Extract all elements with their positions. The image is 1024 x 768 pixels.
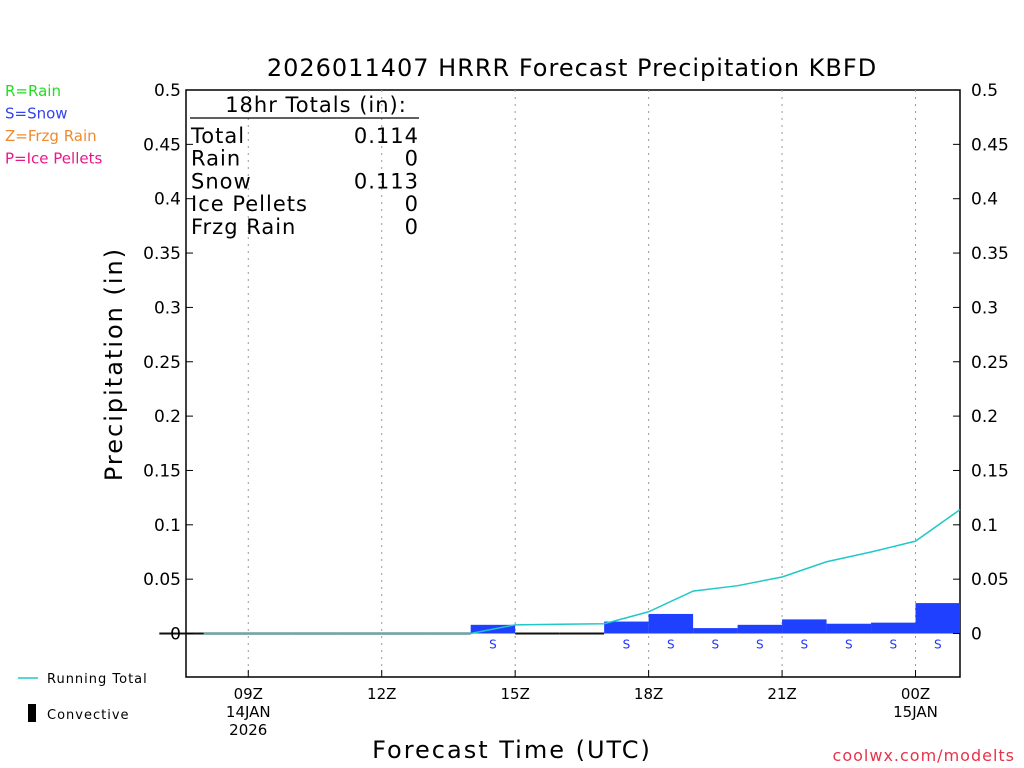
y-tick-label: 0.45	[143, 135, 181, 155]
x-tick-label: 12Z	[367, 685, 396, 703]
totals-row-label: Total	[190, 124, 245, 148]
y-tick-label: 0.1	[154, 516, 181, 536]
y-tick-label: 0.1	[971, 516, 998, 536]
x-tick-label: 14JAN	[226, 703, 271, 721]
precip-bar	[648, 613, 694, 634]
type-legend-item: Z=Frzg Rain	[5, 127, 97, 145]
precip-type-label: S	[756, 638, 764, 652]
precip-bar	[871, 622, 916, 634]
vertical-gridlines	[247, 90, 917, 677]
y-tick-label: 0.15	[143, 461, 181, 481]
precip-bar	[826, 623, 872, 634]
precip-bar	[782, 619, 827, 634]
totals-row-value: 0.113	[354, 169, 419, 193]
x-tick-label: 00Z	[901, 685, 930, 703]
precip-type-label: S	[623, 638, 631, 652]
y-tick-label: 0.2	[154, 407, 181, 427]
y-tick-label: 0	[170, 625, 181, 645]
y-tick-label: 0.2	[971, 407, 998, 427]
precip-type-label: S	[800, 638, 808, 652]
x-tick-label: 21Z	[767, 685, 796, 703]
totals-row-label: Rain	[191, 147, 241, 171]
y-tick-label: 0.4	[971, 190, 998, 210]
y-axis-right: 0.5 0.45 0.4 0.35 0.3 0.25 0.2 0.15 0.1 0.05 0	[953, 81, 1009, 645]
totals-row-value: 0	[405, 192, 419, 216]
totals-row-value: 0	[405, 147, 419, 171]
totals-row-label: Frzg Rain	[191, 215, 296, 239]
precip-type-legend: R=Rain S=Snow Z=Frzg Rain P=Ice Pellets	[5, 82, 102, 168]
precip-bar	[915, 603, 960, 634]
x-tick-label: 2026	[229, 721, 267, 739]
convective-legend-label: Convective	[47, 708, 130, 723]
precip-bar	[737, 624, 783, 634]
y-tick-label: 0.05	[143, 570, 181, 590]
x-tick-label: 15JAN	[893, 703, 938, 721]
y-tick-label: 0.5	[971, 81, 998, 101]
convective-legend-swatch	[28, 704, 36, 722]
precip-bar	[515, 632, 560, 635]
totals-row-label: Ice Pellets	[191, 192, 308, 216]
y-axis-left: 0.5 0.45 0.4 0.35 0.3 0.25 0.2 0.15 0.1 0.05 0	[143, 81, 193, 645]
precip-type-label: S	[667, 638, 675, 652]
x-tick-label: 15Z	[500, 685, 529, 703]
y-tick-label: 0.15	[971, 461, 1009, 481]
precip-type-label: S	[712, 638, 720, 652]
series-legend: Running Total Convective	[18, 672, 148, 723]
y-tick-label: 0.45	[971, 135, 1009, 155]
y-tick-label: 0.3	[154, 298, 181, 318]
type-legend-item: P=Ice Pellets	[5, 150, 102, 168]
plot-frame	[185, 89, 961, 678]
chart-title: 2026011407 HRRR Forecast Precipitation K…	[267, 54, 877, 82]
precip-bar	[693, 628, 738, 634]
footer-link[interactable]: coolwx.com/modelts	[833, 746, 1015, 765]
precip-bar	[159, 632, 204, 635]
running-total-legend-label: Running Total	[47, 672, 148, 687]
running-total-line	[203, 508, 961, 635]
precip-type-label: S	[845, 638, 853, 652]
precip-bar	[604, 621, 649, 634]
precip-bar	[559, 632, 605, 635]
precip-type-label: S	[934, 638, 942, 652]
y-tick-label: 0	[971, 625, 982, 645]
y-tick-label: 0.5	[154, 81, 181, 101]
precip-type-label: S	[889, 638, 897, 652]
y-tick-label: 0.05	[971, 570, 1009, 590]
y-tick-label: 0.35	[143, 244, 181, 264]
x-tick-label: 09Z	[234, 685, 263, 703]
totals-box: 18hr Totals (in): Total 0.114 Rain 0 Snow 0.1…	[190, 93, 419, 239]
y-tick-label: 0.35	[971, 244, 1009, 264]
type-legend-item: S=Snow	[5, 105, 68, 123]
y-tick-label: 0.25	[971, 353, 1009, 373]
totals-row-value: 0	[405, 215, 419, 239]
y-tick-label: 0.3	[971, 298, 998, 318]
precip-type-label: S	[489, 638, 497, 652]
totals-header: 18hr Totals (in):	[225, 93, 407, 117]
y-axis-title: Precipitation (in)	[100, 247, 128, 481]
y-tick-label: 0.4	[154, 190, 181, 210]
y-tick-label: 0.25	[143, 353, 181, 373]
totals-row-label: Snow	[191, 169, 252, 193]
totals-row-value: 0.114	[354, 124, 419, 148]
x-axis-title: Forecast Time (UTC)	[372, 736, 652, 764]
type-legend-item: R=Rain	[5, 82, 61, 100]
hourly-precip-bars	[159, 603, 960, 635]
x-tick-label: 18Z	[634, 685, 663, 703]
